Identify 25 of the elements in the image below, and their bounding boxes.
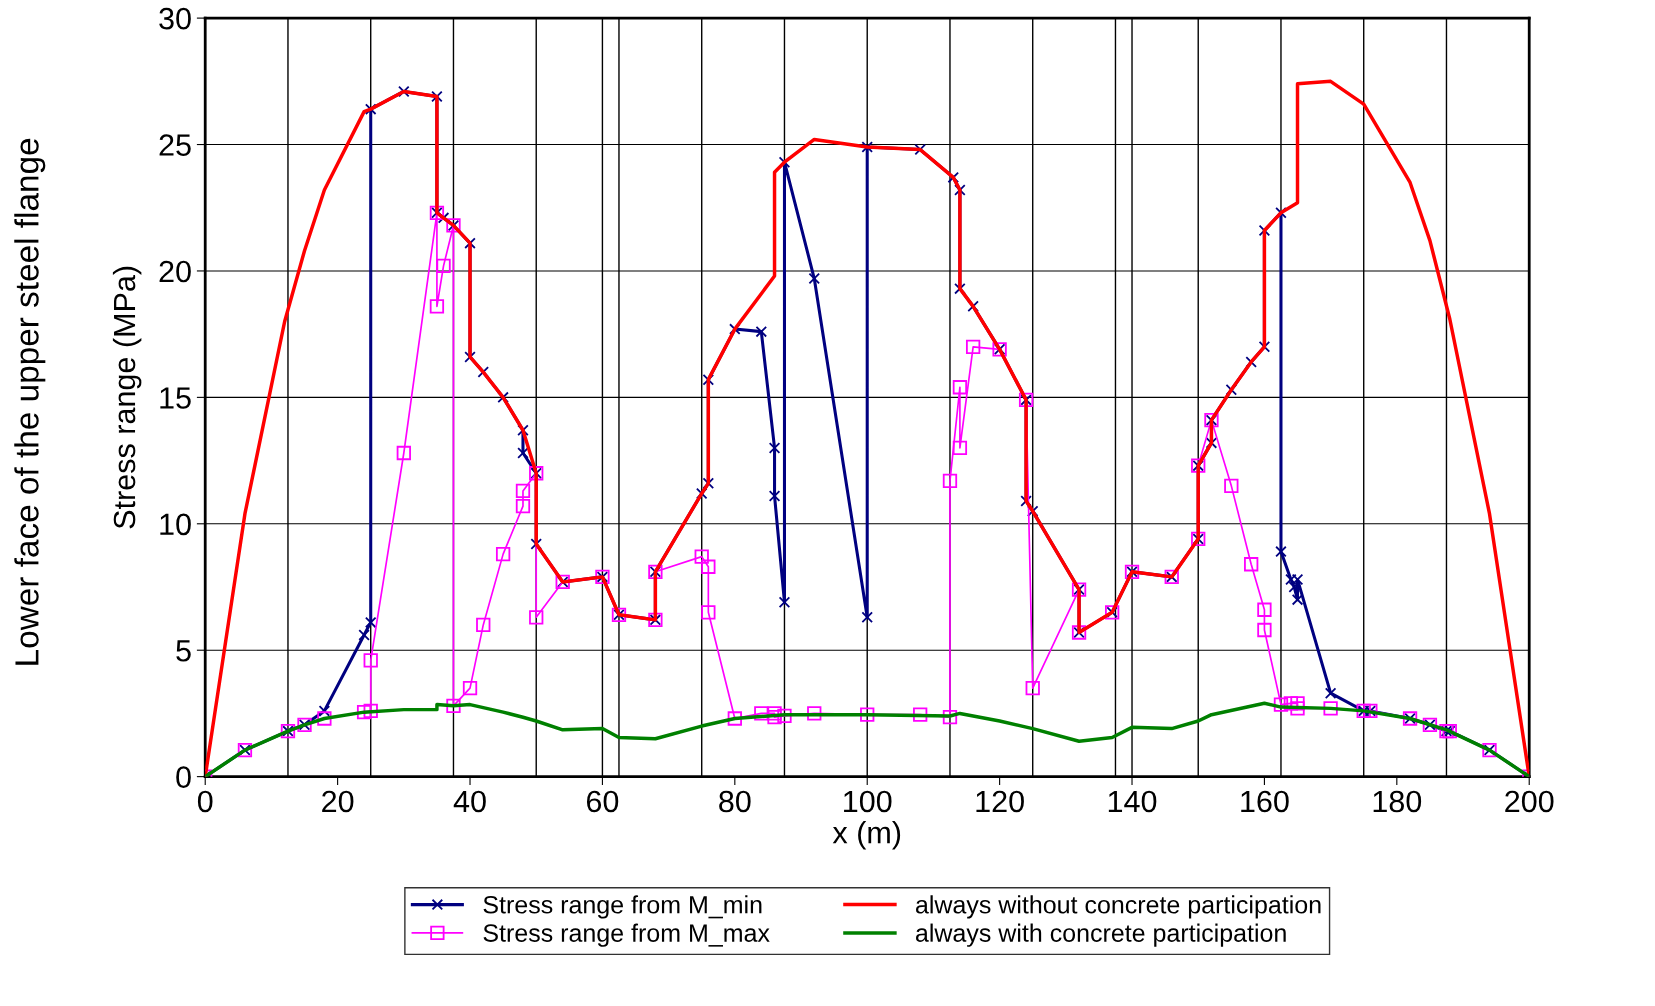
y-tick-label: 20 <box>159 260 191 283</box>
x-tick-label: 160 <box>1241 790 1289 813</box>
y-tick-label: 25 <box>159 134 191 156</box>
x-tick-label: 180 <box>1373 790 1422 813</box>
y-tick-label: 30 <box>159 7 191 30</box>
legend-label: Stress range from M_min <box>483 895 762 919</box>
x-tick-label: 140 <box>1108 790 1157 813</box>
x-tick-label: 60 <box>586 790 619 813</box>
x-axis-title: x (m) <box>832 821 901 850</box>
y-tick-label: 5 <box>176 640 191 662</box>
y-tick-label: 0 <box>176 766 191 788</box>
x-tick-label: 80 <box>719 790 751 813</box>
legend-label: always without concrete participation <box>916 895 1321 919</box>
x-tick-label: 120 <box>976 790 1024 813</box>
y-tick-label: 10 <box>160 513 191 536</box>
legend-label: always with concrete participation <box>916 923 1286 947</box>
legend-label: Stress range from M_max <box>483 923 770 947</box>
x-tick-label: 40 <box>453 790 486 813</box>
x-tick-label: 0 <box>197 790 213 813</box>
x-tick-label: 100 <box>844 790 892 813</box>
y-axis-title: Stress range (MPa) <box>112 266 142 529</box>
text: Lower face of the upper steel flange <box>14 138 46 665</box>
y-tick-label: 15 <box>160 387 191 409</box>
x-tick-label: 200 <box>1505 790 1554 813</box>
x-tick-label: 20 <box>322 790 354 813</box>
